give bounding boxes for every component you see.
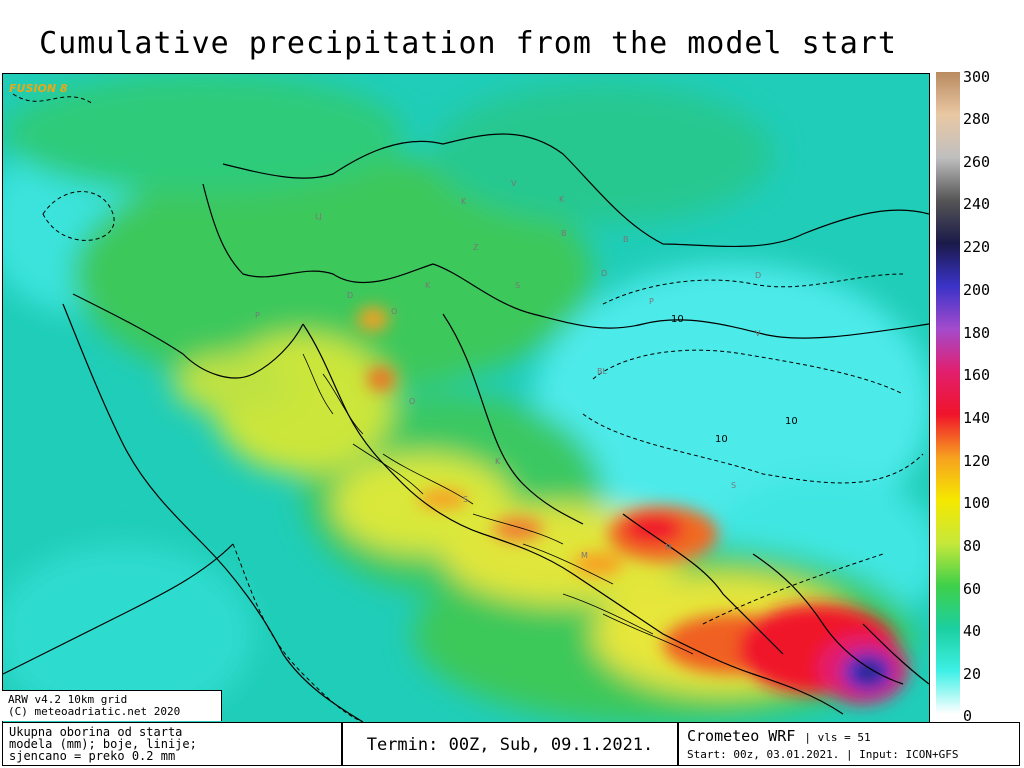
contour-label: 10 (785, 416, 798, 427)
city-label: BL (597, 367, 607, 376)
colorbar-tick: 40 (963, 622, 982, 640)
footer: Ukupna oborina od starta modela (mm); bo… (2, 722, 1020, 766)
model-name: Crometeo WRF (687, 727, 796, 745)
islands (302, 353, 694, 655)
city-label: S (463, 495, 468, 504)
city-label: Z (473, 243, 479, 252)
colorbar-tick: 80 (963, 537, 982, 555)
map-panel[interactable]: 10 10 10 LJ P K Z V K B D O K S D O D P … (2, 73, 930, 723)
credit-line-2: (C) meteoadriatic.net 2020 (8, 705, 181, 718)
colorbar-tick: 300 (963, 68, 991, 86)
contour-lines (12, 93, 924, 722)
colorbar-tick: 20 (963, 665, 982, 683)
colorbar-tick: 280 (963, 110, 991, 128)
colorbar-tick: 160 (963, 366, 991, 384)
city-label: V (755, 329, 761, 338)
brand-label: FUSION 8 (9, 82, 68, 95)
city-label: M (665, 543, 672, 552)
colorbar-tick-labels: 300 280 260 240 220 200 180 160 140 120 … (960, 68, 1024, 732)
city-label: V (511, 179, 517, 188)
city-label: K (461, 197, 467, 206)
city-label: K (559, 195, 565, 204)
page-title: Cumulative precipitation from the model … (39, 26, 897, 61)
city-label: O (391, 307, 397, 316)
credit-line-1: ARW v4.2 10km grid (8, 693, 128, 706)
city-label: M (581, 551, 588, 560)
legend-desc-line-1: Ukupna oborina od starta (9, 725, 183, 739)
precipitation-field: 10 10 10 LJ P K Z V K B D O K S D O D P … (3, 74, 929, 722)
city-label: B (623, 235, 629, 244)
city-label: S (515, 281, 520, 290)
colorbar-tick: 240 (963, 195, 991, 213)
colorbar-tick: 100 (963, 494, 991, 512)
city-label: O (409, 397, 415, 406)
city-label: LJ (315, 212, 322, 221)
legend-desc-line-3: sjencano = preko 0.2 mm (9, 749, 176, 763)
city-label: P (649, 297, 654, 306)
colorbar-tick: 180 (963, 324, 991, 342)
credit-box: ARW v4.2 10km grid (C) meteoadriatic.net… (2, 690, 222, 721)
vertical-levels: | vls = 51 (804, 731, 871, 744)
colorbar (936, 72, 960, 714)
city-label: S (731, 481, 736, 490)
legend-description: Ukupna oborina od starta modela (mm); bo… (2, 722, 342, 766)
colorbar-tick: 60 (963, 580, 982, 598)
city-label: K (425, 281, 431, 290)
model-start-input: Start: 00z, 03.01.2021. | Input: ICON+GF… (687, 748, 959, 761)
city-label: D (601, 269, 607, 278)
city-label: D (755, 271, 761, 280)
city-label: B (561, 229, 567, 238)
city-label: K (495, 457, 501, 466)
forecast-term: Termin: 00Z, Sub, 09.1.2021. (342, 722, 678, 766)
colorbar-tick: 0 (963, 707, 973, 725)
contour-label: 10 (715, 434, 728, 445)
colorbar-tick: 220 (963, 238, 991, 256)
legend-desc-line-2: modela (mm); boje, linije; (9, 737, 197, 751)
model-info: Crometeo WRF | vls = 51 Start: 00z, 03.0… (678, 722, 1020, 766)
contour-label: 10 (671, 314, 684, 325)
city-label: P (255, 311, 260, 320)
city-label: D (347, 291, 353, 300)
colorbar-tick: 260 (963, 153, 991, 171)
colorbar-tick: 120 (963, 452, 991, 470)
colorbar-tick: 200 (963, 281, 991, 299)
colorbar-tick: 140 (963, 409, 991, 427)
